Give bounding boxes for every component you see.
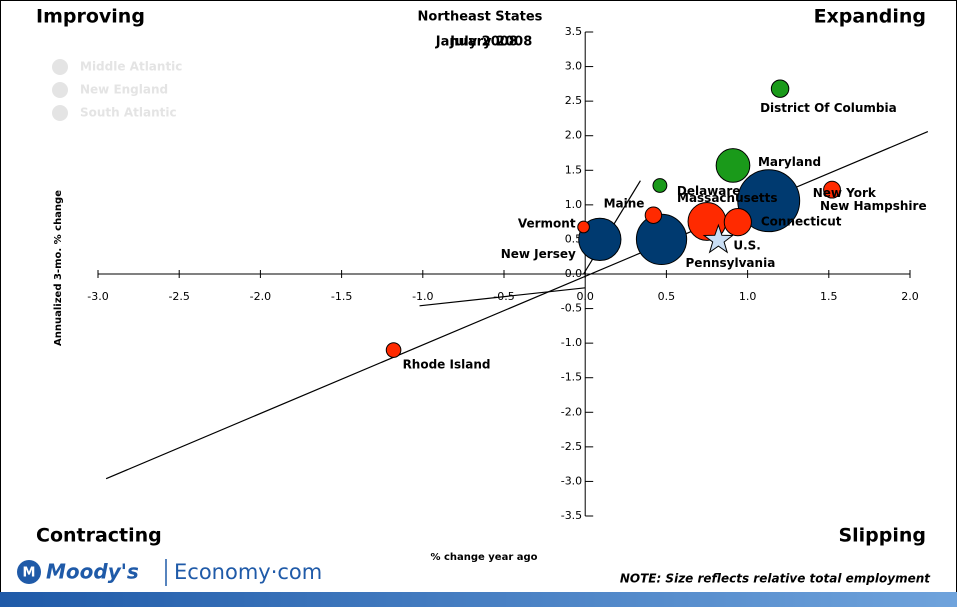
point-label: Maine bbox=[604, 197, 645, 211]
x-axis-label: % change year ago bbox=[430, 552, 537, 563]
x-tick-label: -1.0 bbox=[412, 290, 433, 303]
legend-marker bbox=[52, 82, 68, 98]
y-tick-label: -2.0 bbox=[561, 405, 582, 418]
y-tick-label: 3.5 bbox=[565, 25, 583, 38]
y-tick-label: -1.0 bbox=[561, 336, 582, 349]
chart-title: Northeast States bbox=[418, 10, 543, 25]
y-tick-label: -1.5 bbox=[561, 371, 582, 384]
point-label: Vermont bbox=[518, 216, 576, 230]
point-label: New York bbox=[813, 186, 877, 200]
x-tick-label: -2.5 bbox=[168, 290, 189, 303]
x-tick-label: 1.5 bbox=[820, 290, 838, 303]
point-label: Massachusetts bbox=[677, 191, 778, 205]
bubble bbox=[715, 148, 751, 183]
x-tick-label: -2.0 bbox=[250, 290, 271, 303]
bubble bbox=[723, 208, 752, 237]
logo-site: Economy·com bbox=[174, 560, 322, 584]
y-tick-label: 2.5 bbox=[565, 94, 583, 107]
point-label: Connecticut bbox=[761, 215, 842, 229]
trend-line bbox=[419, 287, 586, 307]
quadrant-label: Expanding bbox=[814, 6, 926, 28]
point-label: Pennsylvania bbox=[686, 256, 776, 270]
legend-label: South Atlantic bbox=[80, 106, 177, 120]
y-tick-label: -3.0 bbox=[561, 474, 582, 487]
x-tick-label: -3.0 bbox=[87, 290, 108, 303]
legend-label: New England bbox=[80, 83, 168, 97]
y-tick-label: 1.0 bbox=[565, 198, 583, 211]
x-tick-label: 2.0 bbox=[901, 290, 919, 303]
quadrant-label: Improving bbox=[36, 6, 145, 28]
x-tick-label: 0.0 bbox=[576, 290, 594, 303]
benchmark-label: U.S. bbox=[733, 239, 761, 253]
point-label: Rhode Island bbox=[403, 358, 491, 372]
bubble bbox=[385, 342, 402, 358]
x-tick-label: -1.5 bbox=[331, 290, 352, 303]
legend-label: Middle Atlantic bbox=[80, 60, 182, 74]
point-label: Delaware bbox=[677, 184, 741, 198]
bubble bbox=[635, 213, 688, 266]
x-tick-label: 0.5 bbox=[658, 290, 676, 303]
y-tick-label: 3.0 bbox=[565, 60, 583, 73]
y-tick-label: 1.5 bbox=[565, 163, 583, 176]
bubble bbox=[823, 180, 841, 199]
note: NOTE: Size reflects relative total emplo… bbox=[620, 572, 931, 586]
logo-icon bbox=[17, 560, 41, 584]
bubble bbox=[737, 169, 801, 233]
footer-band bbox=[0, 592, 957, 607]
quadrant-label: Contracting bbox=[36, 525, 162, 547]
legend-marker bbox=[52, 105, 68, 121]
bubble bbox=[652, 178, 668, 193]
y-tick-label: 0.5 bbox=[565, 232, 583, 245]
y-tick-label: -3.5 bbox=[561, 509, 582, 522]
x-tick-label: 1.0 bbox=[739, 290, 757, 303]
legend-marker bbox=[52, 59, 68, 75]
y-tick-label: 2.0 bbox=[565, 129, 583, 142]
y-tick-label: 0.0 bbox=[565, 267, 583, 280]
logo: M Moody's Economy·com bbox=[17, 559, 322, 586]
point-label: New Jersey bbox=[501, 247, 576, 261]
y-tick-label: -2.5 bbox=[561, 440, 582, 453]
quadrant-label: Slipping bbox=[838, 525, 926, 547]
bubble bbox=[644, 206, 663, 224]
benchmark-star bbox=[702, 223, 735, 254]
logo-brand: Moody's bbox=[46, 560, 139, 584]
point-label: District Of Columbia bbox=[760, 101, 897, 115]
bubble bbox=[577, 220, 590, 234]
trend-line bbox=[105, 131, 929, 480]
y-axis-label: Annualized 3-mo. % change bbox=[53, 190, 64, 346]
point-label: New Hampshire bbox=[820, 199, 927, 213]
y-tick-label: -0.5 bbox=[561, 302, 582, 315]
period-label: January 2008 bbox=[435, 35, 532, 50]
logo-icon-letter: M bbox=[23, 566, 36, 581]
period-label: July 2008 bbox=[449, 35, 518, 50]
bubble bbox=[770, 79, 790, 98]
point-label: Maryland bbox=[758, 155, 821, 169]
